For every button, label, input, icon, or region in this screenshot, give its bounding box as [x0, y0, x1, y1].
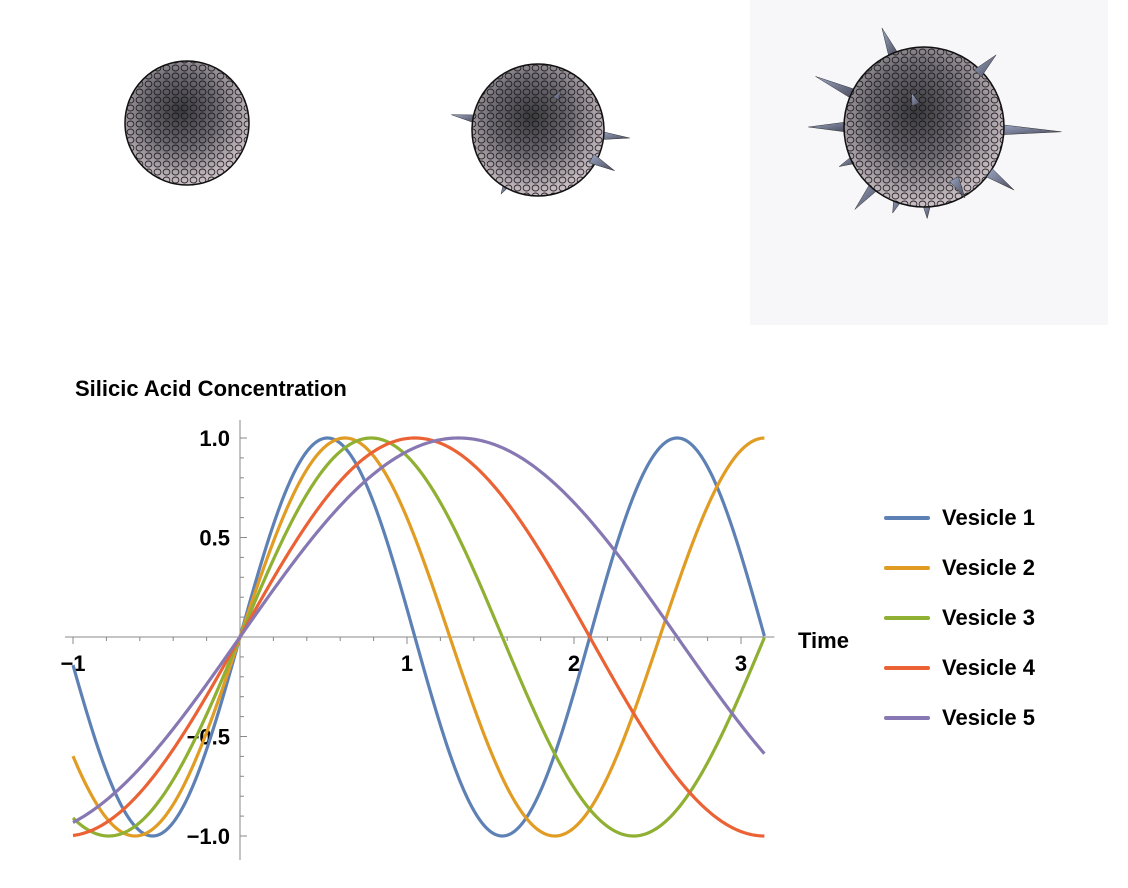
legend-label: Vesicle 5 — [942, 705, 1035, 730]
series-line — [71, 436, 766, 838]
legend-label: Vesicle 2 — [942, 555, 1035, 580]
legend-swatch — [884, 716, 930, 720]
legend-item: Vesicle 4 — [884, 653, 1104, 683]
y-tick-label: 1.0 — [199, 426, 230, 451]
legend-item: Vesicle 3 — [884, 603, 1104, 633]
line-chart: −1 1 2 3−1.0−0.50.51.0 Time — [60, 420, 849, 860]
legend-item: Vesicle 1 — [884, 503, 1104, 533]
chart-axes: −1 1 2 3−1.0−0.50.51.0 — [60, 420, 775, 860]
x-tick-label: 3 — [735, 651, 747, 676]
legend-swatch — [884, 516, 930, 520]
legend-label: Vesicle 3 — [942, 605, 1035, 630]
vesicle-sphere-many-spikes — [808, 27, 1062, 220]
legend-swatch — [884, 666, 930, 670]
x-tick-label: 2 — [568, 651, 580, 676]
series-line — [72, 436, 766, 824]
sphere-outline — [124, 60, 250, 186]
sphere-spike — [588, 153, 615, 171]
x-tick-label: −1 — [60, 651, 85, 676]
legend-item: Vesicle 2 — [884, 553, 1104, 583]
sphere-outline — [471, 63, 605, 197]
sphere-spike — [911, 92, 920, 107]
sphere-spike — [553, 89, 562, 101]
legend-item: Vesicle 5 — [884, 703, 1104, 733]
legend-swatch — [884, 566, 930, 570]
vesicle-illustrations — [124, 0, 1108, 325]
sphere-spike — [949, 176, 966, 199]
series-line — [72, 436, 765, 838]
legend-label: Vesicle 1 — [942, 505, 1035, 530]
sphere-outline — [843, 46, 1005, 208]
y-tick-label: −1.0 — [187, 824, 230, 849]
legend-swatch — [884, 616, 930, 620]
chart-title: Silicic Acid Concentration — [75, 376, 347, 401]
sphere-spike — [973, 54, 997, 78]
x-tick-label: 1 — [401, 651, 413, 676]
series-line — [71, 436, 765, 838]
sphere-spike — [986, 168, 1015, 191]
sphere-mesh — [472, 64, 604, 196]
chart-series — [71, 436, 766, 838]
sphere-mesh — [125, 61, 249, 185]
sphere-mesh — [844, 47, 1004, 207]
vesicle-sphere-few-spikes — [451, 63, 630, 197]
series-line — [71, 436, 766, 838]
vesicle-sphere-smooth — [124, 60, 250, 186]
legend-label: Vesicle 4 — [942, 655, 1035, 680]
y-tick-label: 0.5 — [199, 526, 230, 551]
sphere-spike — [601, 131, 630, 140]
x-axis-label: Time — [798, 628, 849, 653]
